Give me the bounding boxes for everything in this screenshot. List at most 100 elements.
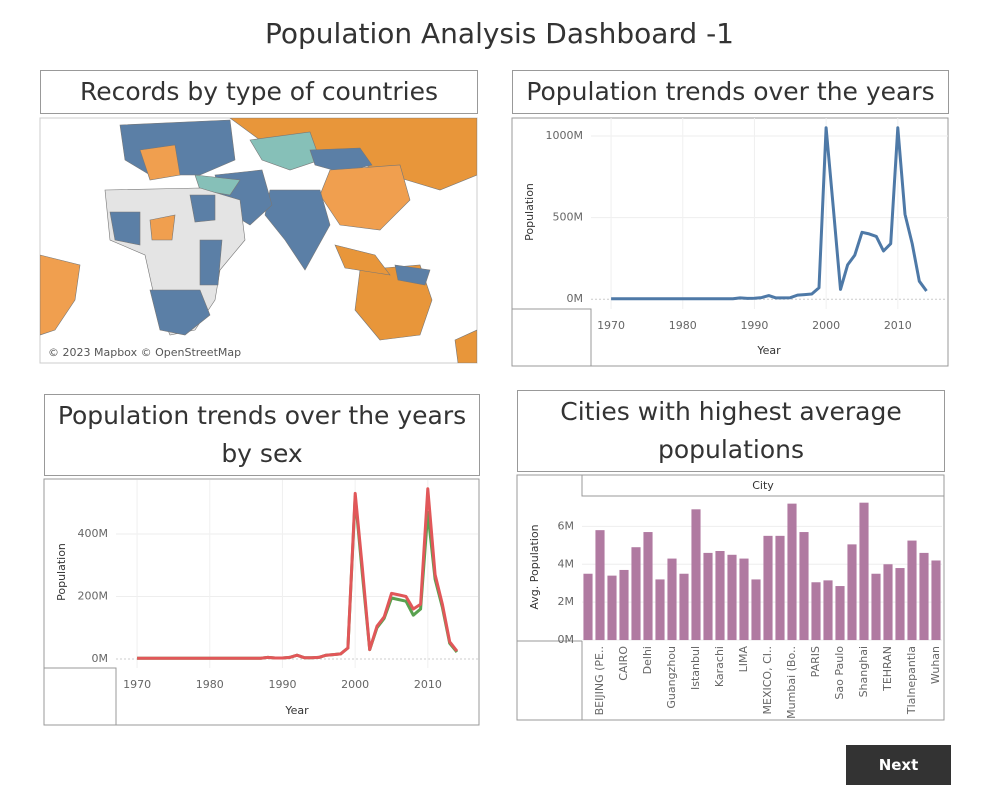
panel-frame xyxy=(511,117,949,367)
x-tick-label: Shanghai xyxy=(857,646,870,697)
column-header-label: City xyxy=(752,479,774,492)
bar xyxy=(823,580,833,641)
y-axis-label: Population xyxy=(523,183,536,241)
bar xyxy=(583,573,593,641)
bar xyxy=(787,503,797,641)
x-tick-label: 1990 xyxy=(268,678,296,691)
bar xyxy=(751,579,761,641)
x-tick-label: 2000 xyxy=(812,319,840,332)
bar xyxy=(799,532,809,641)
map-region xyxy=(334,244,391,276)
map-region xyxy=(354,264,433,341)
panel-frame xyxy=(43,478,480,726)
bar xyxy=(691,509,701,641)
map-region xyxy=(149,214,176,241)
bar xyxy=(847,544,857,641)
bar xyxy=(763,535,773,641)
bar xyxy=(643,532,653,641)
next-button[interactable]: Next xyxy=(846,745,951,785)
y-tick-label: 6M xyxy=(558,519,575,532)
y-tick-label: 0M xyxy=(92,652,109,665)
x-tick-label: Karachi xyxy=(713,646,726,687)
x-tick-label: BEIJING (PE.. xyxy=(593,646,606,715)
bar xyxy=(871,573,881,641)
map-region xyxy=(199,239,223,286)
axis-corner xyxy=(511,308,592,367)
bar xyxy=(679,573,689,641)
map-region xyxy=(109,211,141,246)
line-series xyxy=(137,495,459,660)
bar xyxy=(859,502,869,641)
x-tick-label: Mumbai (Bo.. xyxy=(785,646,798,719)
panel-title: Population trends over the years xyxy=(512,70,949,114)
y-tick-label: 500M xyxy=(553,211,584,224)
x-tick-label: 2010 xyxy=(884,319,912,332)
map-region xyxy=(189,194,216,223)
x-tick-label: Wuhan xyxy=(929,646,942,684)
bar xyxy=(811,582,821,641)
x-tick-label: CAIRO xyxy=(617,646,630,681)
line-series xyxy=(611,126,928,301)
bar xyxy=(655,579,665,641)
column-header xyxy=(581,474,945,497)
y-tick-label: 1000M xyxy=(546,129,584,142)
bar xyxy=(607,575,617,641)
bar xyxy=(631,547,641,641)
map-region xyxy=(264,189,331,271)
bar xyxy=(835,586,845,641)
x-tick-label: Tlalnepantla xyxy=(905,646,918,715)
axis-corner xyxy=(43,667,117,726)
map-region xyxy=(394,264,431,286)
x-tick-label: TEHRAN xyxy=(881,646,894,692)
x-tick-label: Istanbul xyxy=(689,646,702,690)
map-region xyxy=(149,289,211,336)
x-tick-label: 1970 xyxy=(597,319,625,332)
bar xyxy=(895,568,905,641)
map-attribution: © 2023 Mapbox © OpenStreetMap xyxy=(48,346,241,359)
x-tick-label: 2010 xyxy=(414,678,442,691)
x-axis-label: Year xyxy=(756,344,781,357)
panel-title: Cities with highest average populations xyxy=(517,390,945,472)
x-tick-label: LIMA xyxy=(737,646,750,673)
x-tick-label: Guangzhou xyxy=(665,646,678,709)
x-tick-label: MEXICO, CI.. xyxy=(761,646,774,714)
bar xyxy=(727,554,737,641)
x-tick-label: 1990 xyxy=(740,319,768,332)
bar xyxy=(775,535,785,641)
line-series xyxy=(137,487,459,660)
map-region xyxy=(454,329,477,363)
bar xyxy=(619,569,629,641)
x-tick-label: 2000 xyxy=(341,678,369,691)
y-tick-label: 0M xyxy=(567,292,584,305)
panel-title: Records by type of countries xyxy=(40,70,478,114)
x-tick-label: 1980 xyxy=(669,319,697,332)
bar xyxy=(715,551,725,641)
bar xyxy=(919,552,929,641)
x-axis-label: Year xyxy=(284,704,309,717)
x-tick-label: 1980 xyxy=(196,678,224,691)
y-axis-label: Population xyxy=(55,543,68,601)
y-tick-label: 2M xyxy=(558,595,575,608)
x-tick-label: Delhi xyxy=(641,646,654,674)
bar xyxy=(739,558,749,641)
bar xyxy=(703,552,713,641)
map-region xyxy=(249,131,321,171)
y-tick-label: 0M xyxy=(558,633,575,646)
x-tick-label: PARIS xyxy=(809,646,822,677)
x-tick-label: 1970 xyxy=(123,678,151,691)
dashboard-title: Population Analysis Dashboard -1 xyxy=(265,17,734,50)
y-tick-label: 400M xyxy=(78,527,109,540)
bar xyxy=(595,530,605,641)
map-region xyxy=(40,254,81,336)
x-tick-label: Sao Paulo xyxy=(833,646,846,700)
panel-title: Population trends over the years by sex xyxy=(44,394,480,476)
y-tick-label: 200M xyxy=(78,589,109,602)
y-tick-label: 4M xyxy=(558,557,575,570)
bar xyxy=(907,540,917,641)
map-region xyxy=(139,144,181,181)
bar xyxy=(931,560,941,641)
bar xyxy=(667,558,677,641)
bar xyxy=(883,564,893,641)
